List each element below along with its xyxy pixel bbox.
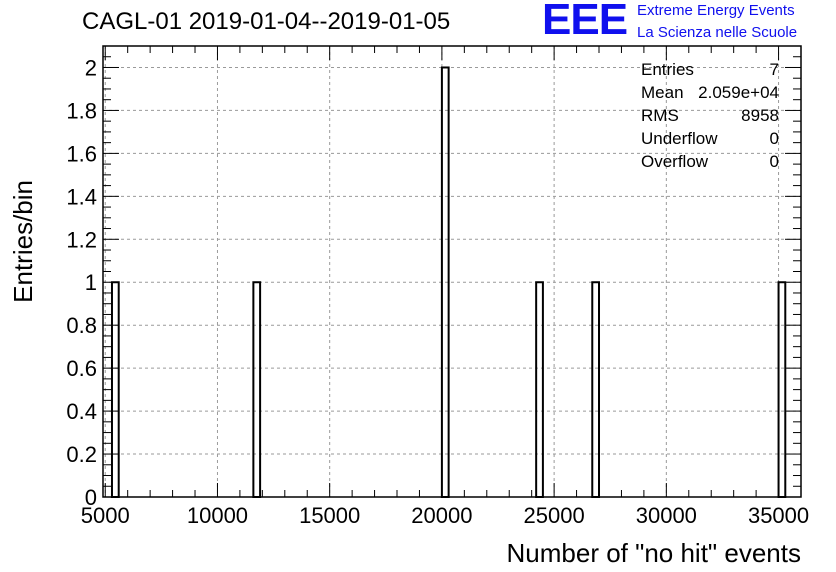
stat-rms-label: RMS: [641, 106, 679, 125]
stat-entries: Entries 7: [641, 60, 779, 83]
y-tick-label: 1: [85, 270, 97, 295]
y-tick-label: 1.4: [66, 184, 97, 209]
chart-title: CAGL-01 2019-01-04--2019-01-05: [82, 8, 451, 35]
x-tick-label: 15000: [299, 503, 360, 528]
x-tick-label: 10000: [187, 503, 248, 528]
x-tick-label: 25000: [524, 503, 585, 528]
stat-rms-value: 8958: [741, 106, 779, 125]
x-axis-label: Number of "no hit" events: [507, 538, 802, 568]
x-tick-label: 20000: [411, 503, 472, 528]
stat-overflow: Overflow 0: [641, 152, 779, 175]
logo-line-1: Extreme Energy Events: [637, 2, 795, 19]
stat-entries-label: Entries: [641, 60, 694, 79]
y-tick-label: 0: [85, 485, 97, 510]
stat-entries-value: 7: [769, 60, 779, 79]
histogram-bar: [110, 281, 120, 498]
stat-underflow-value: 0: [769, 129, 779, 148]
stat-mean: Mean 2.059e+04: [641, 83, 779, 106]
histogram-bar: [591, 281, 601, 498]
y-tick-label: 0.8: [66, 313, 97, 338]
y-tick-label: 0.6: [66, 356, 97, 381]
eee-logo-icon: EEE: [542, 0, 628, 44]
histogram-bar: [252, 281, 262, 498]
stat-underflow: Underflow 0: [641, 129, 779, 152]
stats-box: Entries 7 Mean 2.059e+04 RMS 8958 Underf…: [641, 60, 779, 175]
stat-overflow-label: Overflow: [641, 152, 709, 171]
x-tick-labels: 5000 10000 15000 20000 25000 30000 35000: [81, 503, 809, 528]
x-tick-label: 5000: [81, 503, 130, 528]
y-tick-labels: 0 0.2 0.4 0.6 0.8 1 1.2 1.4 1.6 1.8 2: [66, 55, 97, 510]
stat-rms: RMS 8958: [641, 106, 779, 129]
histogram-bar: [777, 281, 787, 498]
y-tick-label: 1.2: [66, 227, 97, 252]
stat-mean-label: Mean: [641, 83, 684, 102]
y-axis-label: Entries/bin: [8, 180, 38, 303]
stat-overflow-value: 0: [769, 152, 779, 171]
logo-line-2: La Scienza nelle Scuole: [637, 24, 798, 41]
y-tick-label: 1.6: [66, 141, 97, 166]
y-tick-label: 0.2: [66, 442, 97, 467]
axis-ticks: [103, 46, 802, 498]
stat-underflow-label: Underflow: [641, 129, 718, 148]
y-tick-label: 0.4: [66, 399, 97, 424]
grid-lines: [103, 46, 801, 497]
x-tick-label: 30000: [636, 503, 697, 528]
y-tick-label: 2: [85, 55, 97, 80]
histogram-bar: [535, 281, 544, 498]
x-tick-label: 35000: [748, 503, 809, 528]
stat-mean-value: 2.059e+04: [698, 83, 779, 102]
y-tick-label: 1.8: [66, 98, 97, 123]
